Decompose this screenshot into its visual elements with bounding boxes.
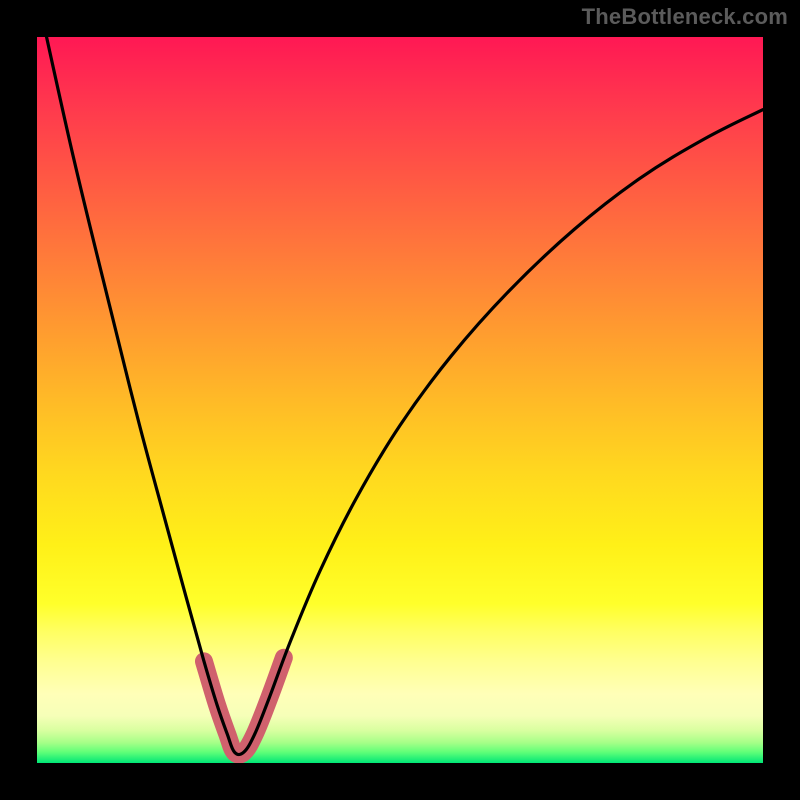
- watermark-text: TheBottleneck.com: [582, 4, 788, 30]
- bottleneck-curve: [37, 37, 763, 763]
- main-curve: [37, 37, 763, 755]
- plot-area: [37, 37, 763, 763]
